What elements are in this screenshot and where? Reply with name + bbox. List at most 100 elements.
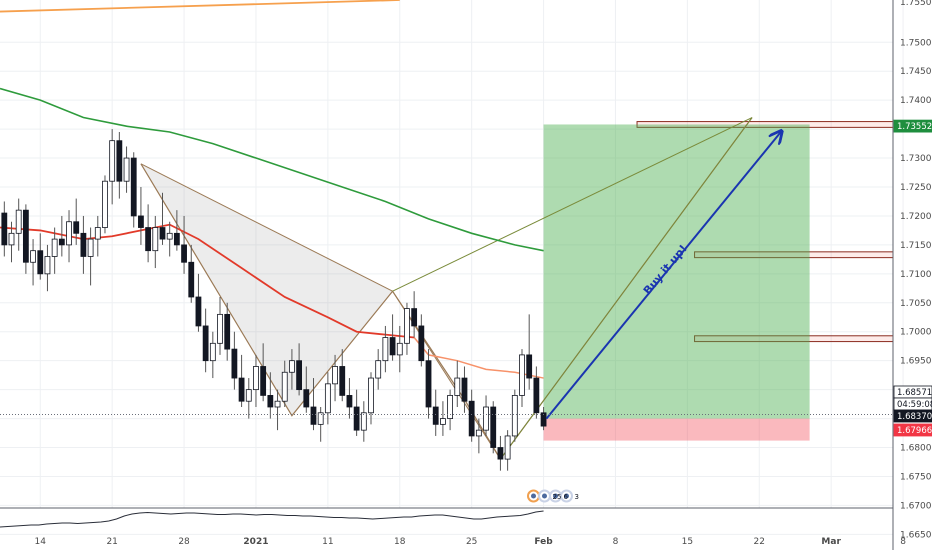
moving-average-line — [0, 0, 400, 13]
candle — [281, 360, 288, 407]
candle-body — [245, 389, 252, 402]
candle — [123, 146, 130, 193]
candle-body — [511, 395, 518, 437]
candle-body — [166, 232, 173, 240]
candle — [1, 201, 8, 257]
candle-body — [202, 325, 209, 362]
candle-body — [317, 412, 324, 425]
candle — [109, 129, 116, 205]
time-tick-label: 2021 — [243, 537, 268, 547]
candle-body — [15, 209, 22, 234]
candle — [37, 233, 44, 280]
candle — [353, 389, 360, 436]
price-tick-label: 1.72000 — [900, 212, 932, 222]
candle — [411, 291, 418, 338]
candle — [130, 152, 137, 228]
candle — [332, 354, 338, 402]
event-badge-core — [530, 493, 536, 499]
price-tag-label: 1.68370 — [897, 412, 932, 422]
price-tick-label: 1.74000 — [900, 96, 932, 106]
candle-body — [483, 406, 489, 431]
candle — [432, 389, 439, 436]
time-tick-label: 25 — [466, 537, 477, 547]
candle — [44, 244, 51, 292]
event-badge-core — [541, 493, 547, 499]
candle-body — [497, 447, 504, 460]
candle-body — [152, 227, 159, 252]
candle-body — [30, 250, 36, 263]
candle — [511, 389, 518, 442]
candle-body — [58, 238, 65, 246]
candle — [468, 389, 475, 442]
candle — [217, 297, 223, 355]
price-tag-label: 1.73552 — [897, 122, 932, 132]
candle — [51, 227, 58, 274]
candle — [447, 389, 453, 431]
time-tick-label: 22 — [754, 537, 765, 547]
event-badge-count: 3 — [574, 493, 578, 501]
price-tag-label: 1.68571 — [897, 388, 932, 398]
price-tick-label: 1.70500 — [900, 299, 932, 309]
candle — [526, 314, 533, 390]
candle — [159, 192, 166, 245]
candle-body — [425, 360, 432, 408]
event-badge-count: 6 — [563, 493, 568, 501]
candle-body — [526, 354, 533, 379]
pattern-connector — [392, 290, 501, 460]
candle — [418, 314, 425, 367]
pattern-connector — [500, 117, 753, 460]
time-tick-label: 8 — [900, 537, 906, 547]
time-axis[interactable]: 14 21 28 2021 11 18 25 Feb 8 15 22 Mar 8 — [35, 537, 907, 547]
price-tick-label: 1.73000 — [900, 154, 932, 164]
candle-body — [411, 308, 418, 327]
candle-body — [1, 212, 8, 246]
candle-body — [94, 227, 101, 240]
price-tick-label: 1.71500 — [900, 241, 932, 251]
price-tag — [893, 423, 932, 437]
candle — [504, 430, 511, 471]
time-tick-label: 21 — [106, 537, 117, 547]
candle — [245, 378, 252, 419]
candle — [389, 314, 396, 361]
candle-body — [238, 377, 245, 402]
candle-body — [454, 377, 461, 396]
candle-body — [109, 140, 116, 182]
long-position-tool[interactable] — [543, 124, 810, 441]
candle — [209, 331, 216, 379]
candle-body — [173, 232, 180, 246]
candle-body — [224, 313, 231, 350]
indicator-pane: 25 6 3 — [0, 489, 893, 528]
time-tick-label: 18 — [394, 537, 406, 547]
candle — [66, 210, 72, 263]
candle-body — [231, 348, 238, 379]
price-tick-label: 1.67500 — [900, 472, 932, 482]
candle — [303, 366, 310, 413]
candle-body — [66, 221, 72, 246]
candle-body — [296, 360, 303, 391]
price-tick-label: 1.68000 — [900, 444, 932, 454]
candle — [497, 435, 504, 471]
time-tick-label: 28 — [178, 537, 190, 547]
candle — [102, 175, 108, 234]
candle-body — [289, 360, 295, 373]
buy-arrow[interactable] — [545, 132, 780, 420]
candle — [310, 378, 317, 431]
candle — [425, 349, 432, 419]
candle-body — [123, 157, 130, 182]
candle — [195, 273, 202, 332]
candle-body — [468, 400, 475, 437]
candle — [533, 366, 540, 419]
candle-body — [159, 227, 166, 240]
candle — [454, 360, 461, 407]
candle — [8, 221, 15, 263]
price-tick-label: 1.72500 — [900, 183, 932, 193]
indicator-line — [0, 510, 544, 528]
candle — [375, 349, 382, 390]
event-badge-count: 25 — [552, 493, 561, 501]
candle-body — [80, 232, 87, 257]
candle-body — [195, 296, 202, 327]
candle-body — [519, 354, 525, 396]
price-tag-label: 04:59:08 — [897, 400, 932, 410]
candle — [540, 407, 547, 431]
candle-body — [37, 250, 44, 275]
